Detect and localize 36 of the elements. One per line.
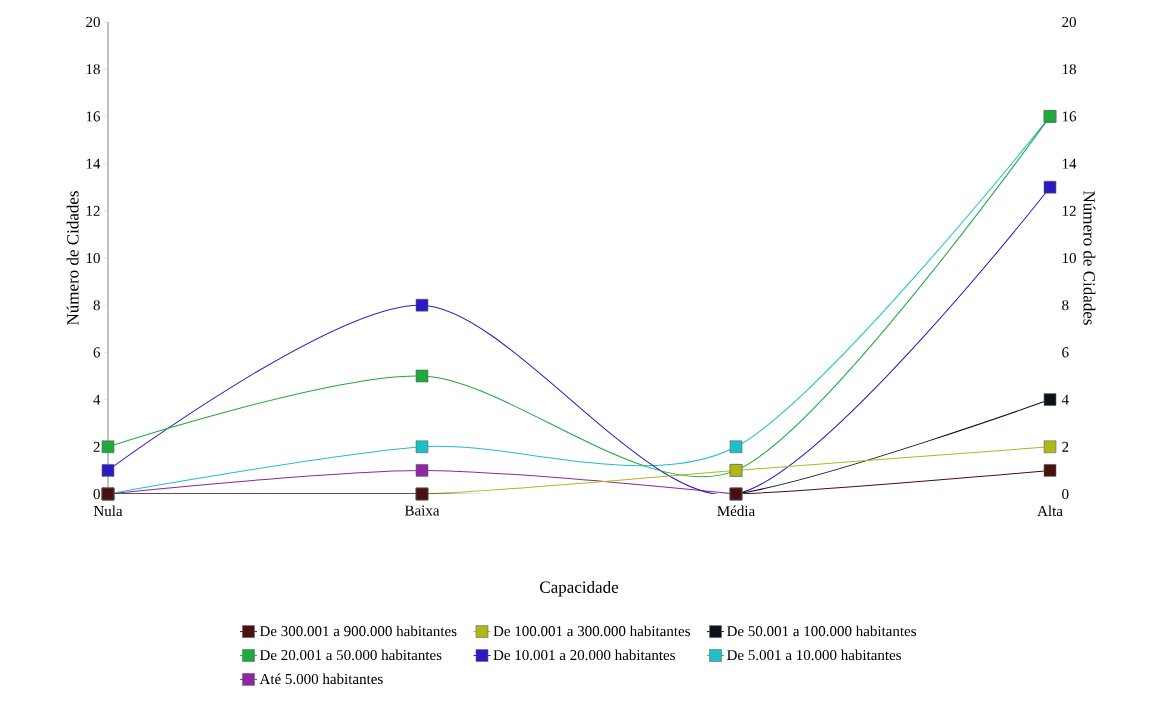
y2-tick-label: 20 [1062, 16, 1076, 28]
y2-tick-label: 0 [1062, 488, 1069, 500]
y-tick-label: 18 [86, 64, 100, 75]
legend-label: De 300.001 a 900.000 habitantes [259, 625, 457, 637]
y2-tick-label: 18 [1062, 64, 1076, 75]
y2-tick-label: 8 [1062, 300, 1069, 311]
legend-label: Até 5.000 habitantes [259, 673, 383, 685]
legend-label: De 50.001 a 100.000 habitantes [727, 625, 917, 637]
y2-tick-label: 6 [1062, 347, 1069, 358]
x-tick-label: Baixa [404, 505, 440, 516]
y2-axis-title: Número de Cidades [1083, 190, 1096, 325]
y2-tick-label: 2 [1062, 441, 1069, 452]
y-tick-label: 4 [93, 394, 101, 405]
legend-label: De 20.001 a 50.000 habitantes [259, 649, 442, 661]
y2-tick-label: 4 [1061, 394, 1069, 405]
y2-tick-label: 16 [1062, 111, 1077, 122]
y-tick-label: 14 [86, 158, 101, 169]
y2-tick-label: 12 [1062, 205, 1076, 216]
y-tick-label: 2 [93, 441, 100, 452]
y2-tick-label: 14 [1062, 158, 1077, 169]
x-tick-label: Média [717, 505, 755, 517]
y-tick-label: 20 [86, 16, 100, 28]
y2-tick-label: 10 [1062, 252, 1076, 264]
y-tick-label: 10 [86, 252, 100, 264]
y-tick-label: 8 [93, 300, 100, 311]
x-tick-label: Nula [93, 505, 123, 517]
y-tick-label: 0 [93, 488, 100, 500]
y-axis-title: Número de Cidades [66, 191, 79, 326]
legend-label: De 5.001 a 10.000 habitantes [727, 649, 902, 661]
y-tick-label: 12 [86, 205, 100, 216]
x-axis-title: Capacidade [540, 580, 619, 597]
x-tick-label: Alta [1037, 505, 1063, 517]
legend-label: De 100.001 a 300.000 habitantes [493, 625, 690, 637]
y-tick-label: 6 [93, 347, 101, 358]
legend-label: De 10.001 a 20.000 habitantes [493, 649, 675, 661]
y-tick-label: 16 [86, 111, 101, 122]
